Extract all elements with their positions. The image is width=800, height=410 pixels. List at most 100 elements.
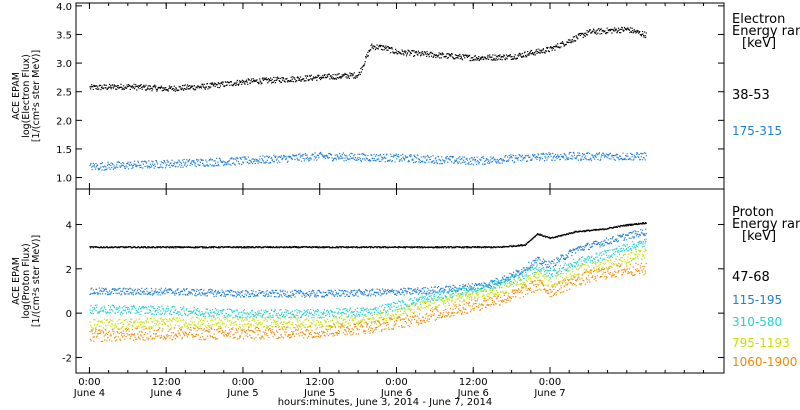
data-point (627, 223, 629, 225)
data-point (617, 30, 619, 32)
data-point (266, 316, 268, 318)
data-point (117, 86, 119, 89)
data-point (529, 269, 532, 271)
data-point (278, 246, 280, 248)
data-point (292, 154, 294, 156)
data-point (527, 154, 529, 156)
data-point (99, 84, 101, 87)
data-point (577, 246, 579, 249)
data-point (168, 312, 170, 314)
data-point (273, 76, 275, 78)
data-point (249, 316, 251, 319)
data-point (641, 229, 644, 231)
data-point (146, 165, 148, 167)
data-point (222, 161, 224, 163)
data-point (370, 293, 372, 295)
data-point (250, 293, 252, 295)
data-point (389, 47, 391, 49)
data-point (348, 314, 350, 316)
data-point (163, 289, 166, 291)
data-point (638, 157, 640, 159)
data-point (497, 55, 499, 57)
data-point (466, 56, 468, 58)
data-point (312, 314, 314, 316)
data-point (571, 155, 573, 157)
data-point (474, 290, 476, 292)
data-point (351, 75, 353, 77)
data-point (411, 159, 413, 161)
data-point (303, 153, 305, 156)
data-point (198, 164, 200, 166)
data-point (539, 234, 541, 236)
data-point (211, 246, 213, 248)
data-point (284, 316, 286, 318)
data-point (165, 247, 167, 249)
data-point (268, 246, 271, 248)
data-point (240, 291, 242, 293)
data-point (177, 166, 179, 168)
data-point (601, 243, 603, 246)
data-point (187, 246, 189, 248)
data-point (109, 290, 111, 292)
data-point (218, 87, 220, 89)
data-point (153, 167, 155, 169)
data-point (265, 291, 267, 293)
data-point (603, 240, 605, 242)
data-point (119, 307, 121, 309)
data-point (430, 295, 432, 297)
data-point (535, 258, 537, 260)
data-point (214, 85, 216, 88)
data-point (377, 155, 379, 157)
data-point (561, 235, 563, 237)
data-point (641, 222, 644, 224)
data-point (106, 290, 108, 293)
data-point (368, 50, 371, 52)
data-point (106, 88, 108, 90)
data-point (459, 295, 461, 297)
data-point (420, 54, 422, 56)
data-point (644, 31, 646, 33)
data-point (259, 158, 261, 160)
data-point (405, 290, 407, 292)
data-point (517, 274, 519, 277)
data-point (474, 58, 476, 60)
data-point (520, 53, 522, 55)
data-point (436, 162, 438, 164)
data-point (545, 50, 547, 52)
data-point (636, 152, 638, 154)
data-point (131, 86, 133, 88)
data-point (233, 83, 235, 85)
data-point (315, 246, 317, 248)
data-point (600, 158, 602, 160)
data-point (507, 279, 509, 281)
data-point (97, 293, 99, 295)
data-point (104, 288, 106, 291)
data-point (569, 249, 571, 251)
data-point (209, 314, 211, 316)
data-point (222, 310, 224, 312)
data-point (629, 157, 631, 159)
data-point (125, 163, 128, 165)
data-point (523, 267, 525, 269)
data-point (118, 292, 120, 294)
data-point (556, 261, 558, 263)
data-point (114, 288, 116, 290)
data-point (134, 88, 136, 90)
data-point (428, 54, 430, 56)
data-point (211, 82, 213, 84)
data-point (299, 153, 301, 155)
data-point (449, 289, 452, 292)
data-point (356, 307, 359, 309)
data-point (222, 246, 224, 248)
data-point (239, 292, 241, 294)
data-point (635, 156, 637, 159)
data-point (415, 290, 417, 292)
data-point (192, 161, 194, 163)
data-point (374, 308, 377, 310)
data-point (566, 256, 568, 259)
data-point (293, 289, 296, 291)
data-point (202, 314, 204, 316)
data-point (600, 156, 602, 158)
data-point (305, 154, 307, 156)
data-point (397, 154, 399, 156)
